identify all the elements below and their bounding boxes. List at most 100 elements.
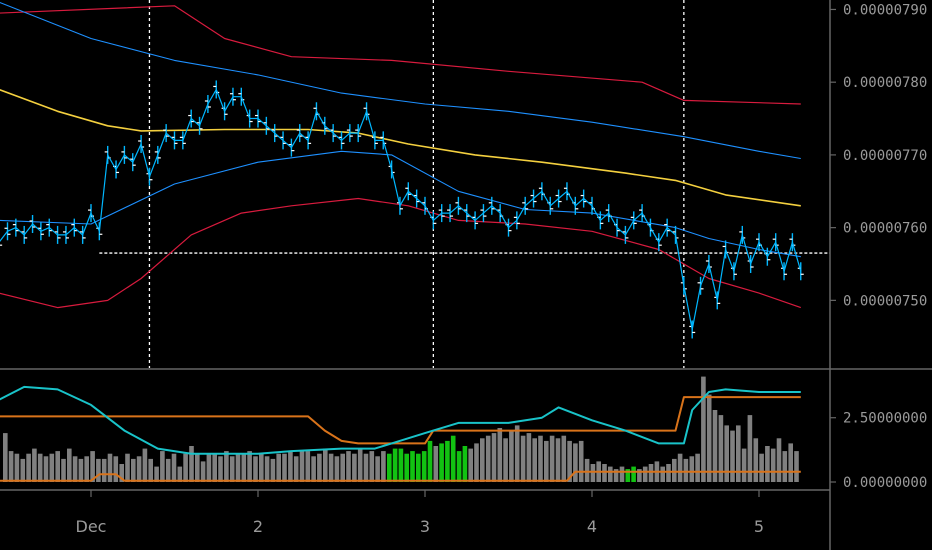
- volume-bar-97: [567, 440, 572, 482]
- volume-bar-23: [136, 456, 142, 482]
- volume-bar-114: [666, 464, 671, 482]
- volume-bar-116: [677, 453, 683, 482]
- volume-bar-125: [730, 430, 735, 482]
- volume-bar-84: [491, 433, 497, 482]
- volume-bar-28: [165, 458, 171, 482]
- volume-bar-27: [160, 451, 165, 482]
- volume-bar-24: [142, 448, 148, 482]
- volume-bar-128: [747, 415, 753, 482]
- volume-bar-0: [3, 433, 8, 482]
- volume-bar-113: [660, 466, 665, 482]
- volume-bar-22: [131, 458, 136, 482]
- volume-bar-92: [538, 435, 543, 482]
- volume-bar-91: [532, 438, 537, 482]
- volume-bar-120: [701, 376, 706, 482]
- volume-bar-19: [113, 456, 119, 482]
- volume-bar-134: [782, 451, 788, 482]
- bb-lower-line: [0, 150, 801, 258]
- volume-cyan-line: [0, 385, 801, 455]
- volume-bar-44: [259, 453, 264, 482]
- volume-bar-127: [741, 448, 747, 482]
- volume-bar-105: [613, 469, 619, 482]
- volume-panel[interactable]: [0, 376, 801, 482]
- volume-bar-64: [375, 456, 380, 482]
- volume-bar-14: [84, 456, 89, 482]
- volume-bar-58: [340, 453, 345, 482]
- volume-bar-17: [101, 458, 107, 482]
- volume-bar-11: [67, 448, 72, 482]
- volume-bar-39: [229, 456, 235, 482]
- volume-bar-37: [218, 456, 223, 482]
- bb-upper-line: [0, 5, 801, 105]
- volume-bar-54: [317, 453, 322, 482]
- x-tick-label: Dec: [76, 517, 107, 536]
- volume-bar-9: [55, 451, 60, 482]
- bb-mid-line: [0, 1, 801, 160]
- volume-bar-45: [264, 456, 270, 482]
- volume-bar-108: [631, 466, 636, 482]
- volume-bar-42: [247, 451, 252, 482]
- volume-bar-98: [573, 443, 578, 482]
- volume-bar-65: [381, 451, 386, 482]
- volume-bar-87: [509, 430, 514, 482]
- volume-bar-32: [189, 446, 194, 482]
- volume-bar-61: [357, 448, 363, 482]
- volume-bar-30: [177, 466, 183, 482]
- volume-bar-56: [328, 453, 334, 482]
- volume-bar-1: [8, 451, 14, 482]
- volume-bar-80: [468, 448, 473, 482]
- volume-bar-36: [212, 453, 217, 482]
- volume-bar-10: [61, 458, 66, 482]
- volume-bar-119: [695, 453, 700, 482]
- volume-bar-31: [183, 453, 188, 482]
- volume-bar-71: [416, 453, 421, 482]
- volume-bar-52: [305, 451, 311, 482]
- volume-bar-13: [78, 458, 84, 482]
- volume-bar-47: [276, 453, 281, 482]
- volume-bar-21: [125, 453, 130, 482]
- volume-y-tick-label: 2.50000000: [843, 411, 927, 427]
- volume-bar-89: [520, 435, 526, 482]
- volume-bar-53: [311, 456, 316, 482]
- volume-bar-82: [480, 438, 485, 482]
- volume-bar-104: [608, 466, 613, 482]
- volume-bar-67: [392, 448, 398, 482]
- price-y-tick-label: 0.00000780: [843, 75, 927, 91]
- volume-bar-63: [369, 451, 375, 482]
- volume-bar-4: [26, 453, 31, 482]
- volume-bar-74: [433, 446, 439, 482]
- volume-bar-18: [107, 453, 113, 482]
- volume-bar-70: [410, 451, 415, 482]
- volume-bar-85: [497, 428, 503, 482]
- volume-bar-90: [526, 433, 532, 482]
- volume-bar-29: [171, 453, 177, 482]
- volume-bar-115: [672, 458, 677, 482]
- volume-bar-106: [619, 466, 625, 482]
- volume-bar-26: [154, 466, 159, 482]
- volume-bar-3: [20, 458, 26, 482]
- volume-bar-101: [590, 464, 596, 482]
- volume-bar-16: [96, 458, 101, 482]
- price-panel[interactable]: [99, 0, 830, 368]
- volume-orange-low-line: [0, 470, 801, 482]
- volume-bar-48: [282, 453, 287, 482]
- volume-bar-131: [765, 446, 770, 482]
- volume-bar-72: [421, 451, 427, 482]
- volume-bar-15: [90, 451, 95, 482]
- bb-lower2-line: [0, 197, 801, 309]
- x-tick-label: 4: [587, 517, 597, 536]
- volume-bar-2: [14, 453, 20, 482]
- volume-bar-75: [439, 443, 444, 482]
- volume-bar-5: [32, 448, 37, 482]
- volume-bar-55: [323, 448, 328, 482]
- x-tick-label: 3: [420, 517, 430, 536]
- volume-bar-124: [724, 425, 729, 482]
- volume-bar-76: [445, 440, 450, 482]
- volume-bar-79: [462, 446, 468, 482]
- volume-bar-50: [293, 456, 299, 482]
- volume-bar-118: [689, 456, 695, 482]
- volume-bar-57: [334, 456, 340, 482]
- volume-bar-95: [555, 438, 561, 482]
- volume-bar-40: [235, 453, 241, 482]
- volume-bar-136: [794, 451, 799, 482]
